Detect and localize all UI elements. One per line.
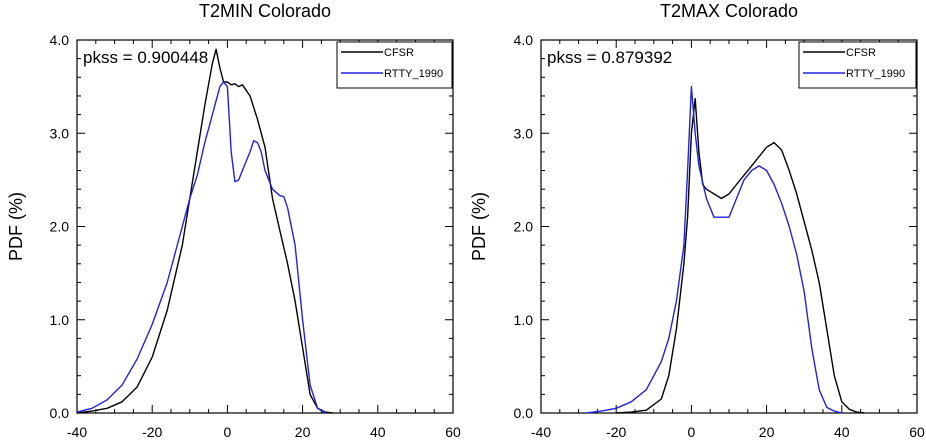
legend-entry: CFSR (846, 47, 876, 59)
y-tick-label: 2.0 (50, 219, 70, 235)
y-tick-label: 3.0 (50, 125, 70, 141)
y-axis-label: PDF (%) (469, 192, 489, 261)
chart-panel-2: T2MAX Colorado PDF (%) -40 -20 0 20 40 60 0.0 1.0… (469, 1, 925, 440)
x-tick-label: 0 (688, 424, 696, 440)
x-tick-label: -20 (606, 424, 626, 440)
chart-title: T2MAX Colorado (660, 1, 798, 21)
y-tick-label: 0.0 (514, 405, 534, 421)
legend-entry: RTTY_1990 (384, 68, 443, 80)
x-tick-label: 40 (370, 424, 386, 440)
series-line-cfsr (616, 97, 865, 414)
y-tick-label: 3.0 (514, 125, 534, 141)
legend-entry: RTTY_1990 (846, 68, 905, 80)
x-tick-label: 60 (445, 424, 461, 440)
plot-frame (76, 39, 454, 414)
plot-frame (540, 39, 918, 414)
series-line-rtty-1990 (76, 81, 326, 414)
legend: CFSR RTTY_1990 (798, 41, 917, 89)
y-tick-label: 1.0 (50, 312, 70, 328)
pkss-annotation: pkss = 0.900448 (83, 48, 208, 67)
y-tick-label: 2.0 (514, 219, 534, 235)
x-tick-label: 20 (295, 424, 311, 440)
x-tick-label: 0 (224, 424, 232, 440)
y-tick-label: 4.0 (50, 32, 70, 48)
y-tick-label: 0.0 (50, 405, 70, 421)
x-tick-label: 20 (759, 424, 775, 440)
legend: CFSR RTTY_1990 (336, 41, 453, 89)
y-tick-label: 4.0 (514, 32, 534, 48)
y-axis-label: PDF (%) (6, 192, 26, 261)
legend-entry: CFSR (384, 47, 414, 59)
legend-box (798, 41, 917, 89)
legend-box (336, 41, 453, 89)
chart-title: T2MIN Colorado (199, 1, 331, 21)
x-tick-label: 60 (909, 424, 925, 440)
x-tick-label: -20 (142, 424, 162, 440)
y-tick-label: 1.0 (514, 312, 534, 328)
x-tick-label: -40 (67, 424, 87, 440)
chart-panel-1: T2MIN Colorado PDF (%) -40 -20 0 20 40 60 0.0 1.0… (6, 1, 461, 440)
x-tick-label: 40 (834, 424, 850, 440)
series-line-cfsr (76, 48, 333, 414)
pkss-annotation: pkss = 0.879392 (547, 48, 672, 67)
series-line-rtty-1990 (586, 85, 842, 414)
x-tick-label: -40 (531, 424, 551, 440)
